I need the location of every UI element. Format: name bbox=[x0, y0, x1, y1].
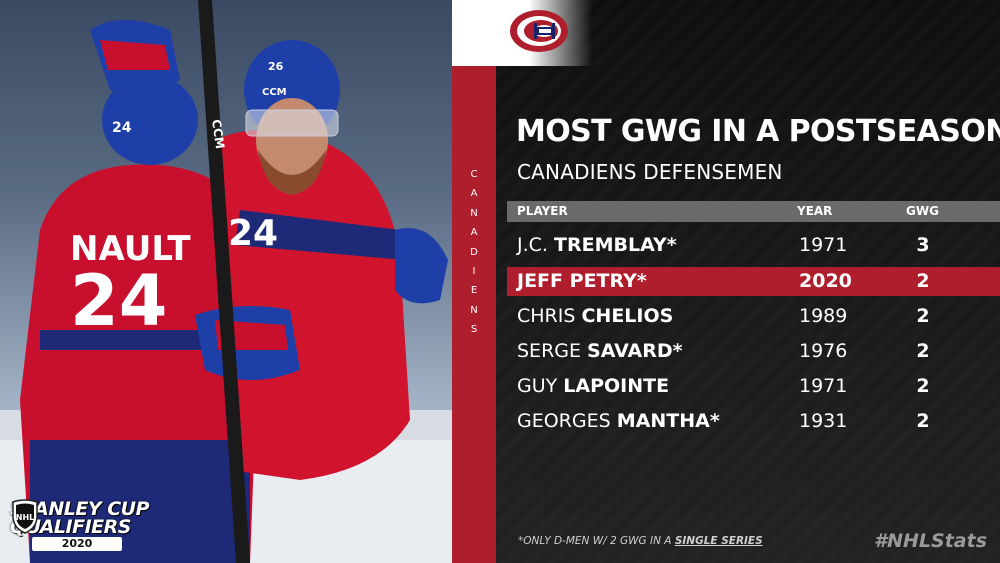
graphic-subtitle: CANADIENS DEFENSEMEN bbox=[517, 160, 783, 184]
event-logo-line2: QUALIFIERS bbox=[10, 516, 131, 538]
gwg-count: 2 bbox=[916, 270, 930, 292]
season-year: 1931 bbox=[799, 410, 848, 432]
column-header-year: YEAR bbox=[797, 204, 833, 218]
player-first-name: GEORGES bbox=[517, 410, 611, 432]
gwg-count: 2 bbox=[916, 340, 930, 362]
table-header: PLAYER YEAR GWG bbox=[507, 201, 1000, 222]
player-last-name: CHELIOS bbox=[581, 305, 674, 327]
player-last-name: SAVARD* bbox=[587, 340, 683, 362]
season-year: 1989 bbox=[799, 305, 848, 327]
player-first-name: GUY bbox=[517, 375, 558, 397]
canadiens-logo-icon bbox=[510, 10, 568, 52]
table-row: GUY LAPOINTE 1971 2 bbox=[507, 372, 1000, 401]
team-color-strip bbox=[452, 66, 496, 563]
event-logo-line1: STANLEY CUP bbox=[10, 498, 150, 520]
player-name: J.C. TREMBLAY* bbox=[517, 231, 677, 260]
vertical-letter: N bbox=[470, 207, 478, 219]
column-header-player: PLAYER bbox=[517, 204, 568, 218]
table-row: SERGE SAVARD* 1976 2 bbox=[507, 337, 1000, 366]
season-year: 1971 bbox=[799, 234, 848, 256]
svg-text:24: 24 bbox=[228, 213, 278, 254]
player-first-name: JEFF bbox=[517, 270, 564, 292]
player-last-name: TREMBLAY* bbox=[554, 234, 677, 256]
footnote-text: *ONLY D-MEN W/ 2 GWG IN A bbox=[518, 535, 675, 547]
player-last-name: PETRY* bbox=[569, 270, 647, 292]
table-row: CHRIS CHELIOS 1989 2 bbox=[507, 302, 1000, 331]
season-year: 1976 bbox=[799, 340, 848, 362]
svg-text:26: 26 bbox=[268, 60, 284, 73]
vertical-letter: A bbox=[470, 188, 478, 200]
svg-text:CCM: CCM bbox=[209, 118, 227, 149]
svg-text:24: 24 bbox=[112, 120, 132, 136]
table-row-highlighted: JEFF PETRY* 2020 2 bbox=[507, 267, 1000, 296]
player-name: CHRIS CHELIOS bbox=[517, 302, 673, 331]
vertical-letter: N bbox=[470, 304, 478, 316]
graphic-title: MOST GWG IN A POSTSEASON bbox=[516, 114, 1000, 149]
svg-text:24: 24 bbox=[70, 260, 167, 342]
vertical-letter: I bbox=[472, 266, 476, 278]
footnote: *ONLY D-MEN W/ 2 GWG IN A SINGLE SERIES bbox=[518, 535, 763, 547]
season-year: 2020 bbox=[799, 270, 852, 292]
vertical-letter: E bbox=[470, 285, 478, 297]
celebration-illustration: NAULT 24 24 24 26 CCM CCM bbox=[0, 0, 452, 563]
team-name-vertical: C A N A D I E N S bbox=[452, 165, 496, 395]
nhl-shield-icon: NHL bbox=[12, 499, 38, 534]
event-logo-year: 2020 bbox=[32, 537, 122, 551]
svg-text:NHL: NHL bbox=[16, 513, 35, 522]
player-name: SERGE SAVARD* bbox=[517, 337, 683, 366]
player-photo: NAULT 24 24 24 26 CCM CCM bbox=[0, 0, 452, 563]
hashtag: #NHLStats bbox=[873, 530, 987, 552]
stanley-cup-qualifiers-logo: STANLEY CUP QUALIFIERS 2020 NHL bbox=[10, 498, 172, 554]
player-name: GUY LAPOINTE bbox=[517, 372, 669, 401]
gwg-count: 3 bbox=[916, 234, 930, 256]
table-row: GEORGES MANTHA* 1931 2 bbox=[507, 407, 1000, 436]
vertical-letter: A bbox=[470, 227, 478, 239]
player-name: GEORGES MANTHA* bbox=[517, 407, 720, 436]
player-last-name: LAPOINTE bbox=[563, 375, 670, 397]
player-name: JEFF PETRY* bbox=[517, 267, 647, 296]
vertical-letter: C bbox=[470, 169, 478, 180]
gwg-count: 2 bbox=[916, 305, 930, 327]
svg-text:CCM: CCM bbox=[262, 87, 287, 98]
vertical-letter: D bbox=[470, 246, 478, 258]
player-first-name: SERGE bbox=[517, 340, 581, 362]
gwg-count: 2 bbox=[916, 410, 930, 432]
column-header-gwg: GWG bbox=[906, 204, 939, 218]
player-first-name: J.C. bbox=[517, 234, 548, 256]
footnote-emphasis: SINGLE SERIES bbox=[674, 535, 763, 547]
player-last-name: MANTHA* bbox=[616, 410, 720, 432]
player-first-name: CHRIS bbox=[517, 305, 576, 327]
svg-text:NAULT: NAULT bbox=[70, 229, 191, 269]
gwg-count: 2 bbox=[916, 375, 930, 397]
table-row: J.C. TREMBLAY* 1971 3 bbox=[507, 231, 1000, 260]
vertical-letter: S bbox=[470, 324, 478, 336]
season-year: 1971 bbox=[799, 375, 848, 397]
